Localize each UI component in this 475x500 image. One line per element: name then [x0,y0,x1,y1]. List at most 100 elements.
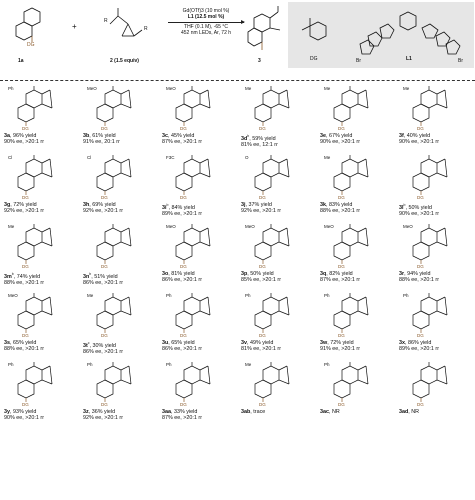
entry-id-yield: 3b, 61% yield [83,133,155,139]
entry-selectivity: 89% ee, >20:1 rr [162,211,203,218]
entry-caption: 3a, 96% yield 90% ee, >20:1 rr [4,133,76,146]
entry-id-yield: 3a, 96% yield [4,133,76,139]
compound-entry-3b: DG MeO 3b, 61% yield 91% ee, 20:1 rr [79,84,157,152]
entry-caption: 3p, 50% yield 85% ee, >20:1 rr [241,271,313,284]
entry-caption: 3c, 45% yield 87% ee, >20:1 rr [162,133,234,146]
compound-entry-3ab: DG Me 3ab, trace [237,360,315,428]
entry-id: 3r [399,271,405,277]
entry-id-yield: 3x, 86% yield [399,340,471,346]
entry-yield: , 61% yield [89,133,116,139]
entry-yield: , 67% yield [326,133,353,139]
structure-3s: DG MeO [8,293,53,338]
structure-3p: DG MeO [245,224,290,269]
compound-entry-3f: DG Me 3f, 40% yield 90% ee, >20:1 rr [395,84,473,152]
entry-caption: 3s, 65% yield 88% ee, >20:1 rr [4,340,76,353]
substituent-label: MeO [87,86,97,91]
entry-footnote: b [166,203,169,207]
dg-label: DG [101,333,108,338]
entry-caption: 3z, 36% yield 92% ee, >20:1 rr [83,409,155,422]
entry-id: 3ac [320,409,329,415]
entry-id-yield: 3z, 36% yield [83,409,155,415]
entry-caption: 3j, 37% yield 92% ee, >20:1 rr [241,202,313,215]
reaction-scheme-header: DG 1a + R R 2 (1.5 equiv) Gd(OTf)3 (10 m… [0,0,475,76]
substituent-label: Ph [403,293,409,298]
structure-3m: DG Me [8,224,53,269]
entry-id: 3x [399,340,405,346]
structure-3aa: DG Ph [166,362,211,407]
entry-yield: , 36% yield [88,409,116,415]
entry-id-yield: 3ac, NR [320,409,392,415]
entry-id-yield: 3tc, 30% yield [83,340,155,349]
entry-id: 3s [4,340,10,346]
substituent-label: Me [324,155,331,160]
entry-yield: , 65% yield [168,340,195,346]
compound-2-label: 2 (1.5 equiv) [110,58,139,64]
compound-1a-label: 1a [18,58,24,64]
compound-entry-3ad: DG 3ad, NR [395,360,473,428]
entry-id-yield: 3e, 67% yield [320,133,392,139]
entry-id-yield: 3v, 49% yield [241,340,313,346]
entry-selectivity: 90% ee, >20:1 rr [399,139,440,146]
dg-label: DG [259,264,266,269]
structure-3o: DG MeO [166,224,211,269]
entry-yield: , 50% yield [405,204,432,211]
entry-caption: 3f, 40% yield 90% ee, >20:1 rr [399,133,471,146]
entry-yield: , 59% yield [249,135,276,142]
entry-yield: , 84% yield [168,204,195,211]
naphthalene-structure-1a [15,7,41,42]
structure-3j: DG O [245,155,290,200]
substituent-label: Ph [324,293,330,298]
entry-id: 3p [241,271,248,277]
structure-3n: DG [96,224,132,269]
entry-caption: 3lb, 50% yield 90% ee, >20:1 rr [399,202,471,218]
dg-label: DG [259,195,266,200]
br-label-left: Br [356,58,361,64]
substituent-label: Ph [245,293,251,298]
dg-label: DG [417,126,424,131]
structure-3c: DG MeO [166,86,211,131]
entry-yield: , NR [408,409,420,415]
entry-id: 3y [4,409,10,415]
dg-label: DG [22,126,29,131]
entry-id: 3ab [241,409,251,415]
entry-caption: 3k, 83% yield 88% ee, >20:1 rr [320,202,392,215]
entry-id-yield: 3p, 50% yield [241,271,313,277]
dg-label: DG [22,195,29,200]
substituent-label: Me [245,86,252,91]
entry-yield: , NR [329,409,340,415]
substituent-label: Ph [8,362,14,367]
reaction-arrow [168,20,245,24]
dg-label: DG [101,195,108,200]
entry-id: 3ad [399,409,409,415]
structure-3t: DG Me [87,293,132,338]
entry-selectivity: 90% ee, >20:1 rr [399,211,440,218]
light-text: 452 nm LEDs, Ar, 72 h [180,30,232,36]
compound-entry-3w: DG Ph 3w, 72% yield 91% ee, >20:1 rr [316,291,394,359]
plus-sign: + [72,22,77,31]
entry-caption: 3ac, NR [320,409,392,415]
entry-caption: 3tc, 30% yield 86% ee, >20:1 rr [83,340,155,356]
entry-id-yield: 3q, 82% yield [320,271,392,277]
dg-label: DG [180,333,187,338]
entry-yield: , 86% yield [405,340,432,346]
entry-footnote: b [247,134,250,138]
dg-label: DG [180,402,187,407]
dg-label: DG [338,264,345,269]
entry-id-yield: 3u, 65% yield [162,340,234,346]
entry-selectivity: 92% ee, >20:1 rr [4,208,45,215]
structure-3v: DG Ph [245,293,290,338]
reaction-conditions: Gd(OTf)3 (10 mol %) L1 (12.5 mol %) [168,8,244,20]
entry-yield: , 72% yield [327,340,354,346]
compound-entry-3n: DG 3nb, 51% yield 86% ee, >20:1 rr [79,222,157,290]
entry-yield: , trace [250,409,266,415]
structure-3w: DG Ph [324,293,369,338]
dg-label: DG [259,333,266,338]
entry-id: 3c [162,133,168,139]
dg-label: DG [338,195,345,200]
entry-selectivity: 91% ee, >20:1 rr [320,346,361,353]
entry-caption: 3db, 59% yield 81% ee, 12:1 rr [241,133,313,149]
entry-caption: 3q, 82% yield 87% ee, >20:1 rr [320,271,392,284]
entry-id: 3m [4,273,12,280]
substituent-label: Cl [87,155,91,160]
ligand-l1-structure [359,11,461,55]
